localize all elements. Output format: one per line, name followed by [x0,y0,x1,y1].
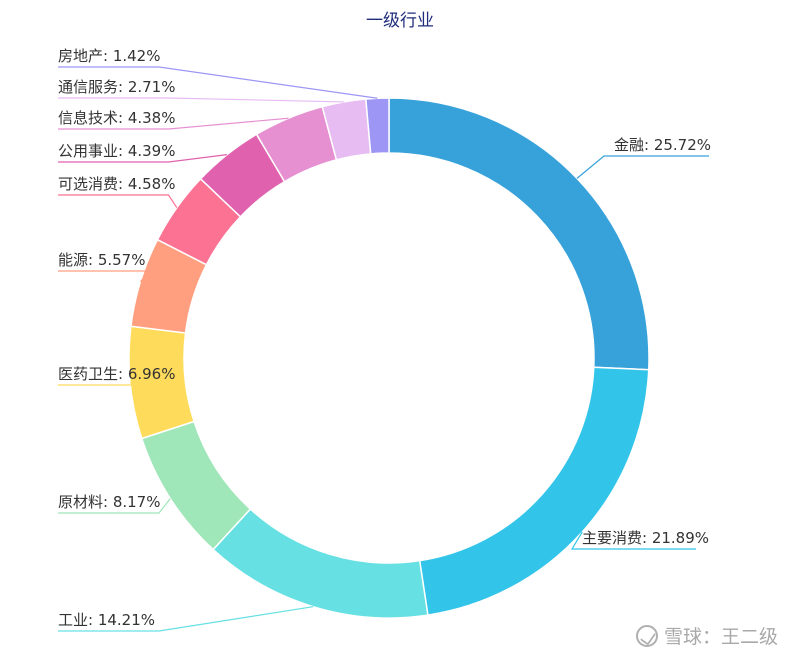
leader-line-工业 [58,606,314,632]
slice-主要消费[interactable] [418,366,650,616]
watermark-text: 雪球：王二级 [663,626,778,648]
leader-line-通信服务 [58,97,344,103]
leader-line-公用事业 [58,154,228,163]
slice-label-医药卫生: 医药卫生: 6.96% [58,365,175,383]
slice-label-原材料: 原材料: 8.17% [58,493,160,511]
slice-label-公用事业: 公用事业: 4.39% [58,142,175,160]
slice-label-可选消费: 可选消费: 4.58% [58,175,175,193]
leader-line-房地产 [58,66,378,99]
leader-line-主要消费 [570,531,696,550]
slice-房地产[interactable] [365,97,390,155]
slice-label-通信服务: 通信服务: 2.71% [58,78,175,96]
slice-label-能源: 能源: 5.57% [58,251,145,269]
slice-label-工业: 工业: 14.21% [58,611,155,629]
leader-line-能源 [58,270,151,283]
chart-title: 一级行业 [366,11,434,31]
slice-label-信息技术: 信息技术: 4.38% [58,109,175,127]
snowball-logo-icon [635,624,658,647]
leader-line-金融 [576,155,709,179]
slice-label-金融: 金融: 25.72% [614,136,711,154]
slice-label-主要消费: 主要消费: 21.89% [582,529,709,547]
leader-line-医药卫生 [58,382,169,386]
leader-line-可选消费 [58,194,178,209]
slice-金融[interactable] [388,97,650,371]
leader-line-原材料 [58,498,171,514]
watermark: 雪球：王二级 [635,622,778,649]
leader-line-信息技术 [58,117,289,130]
slice-工业[interactable] [212,507,429,619]
slice-label-房地产: 房地产: 1.42% [58,47,160,65]
